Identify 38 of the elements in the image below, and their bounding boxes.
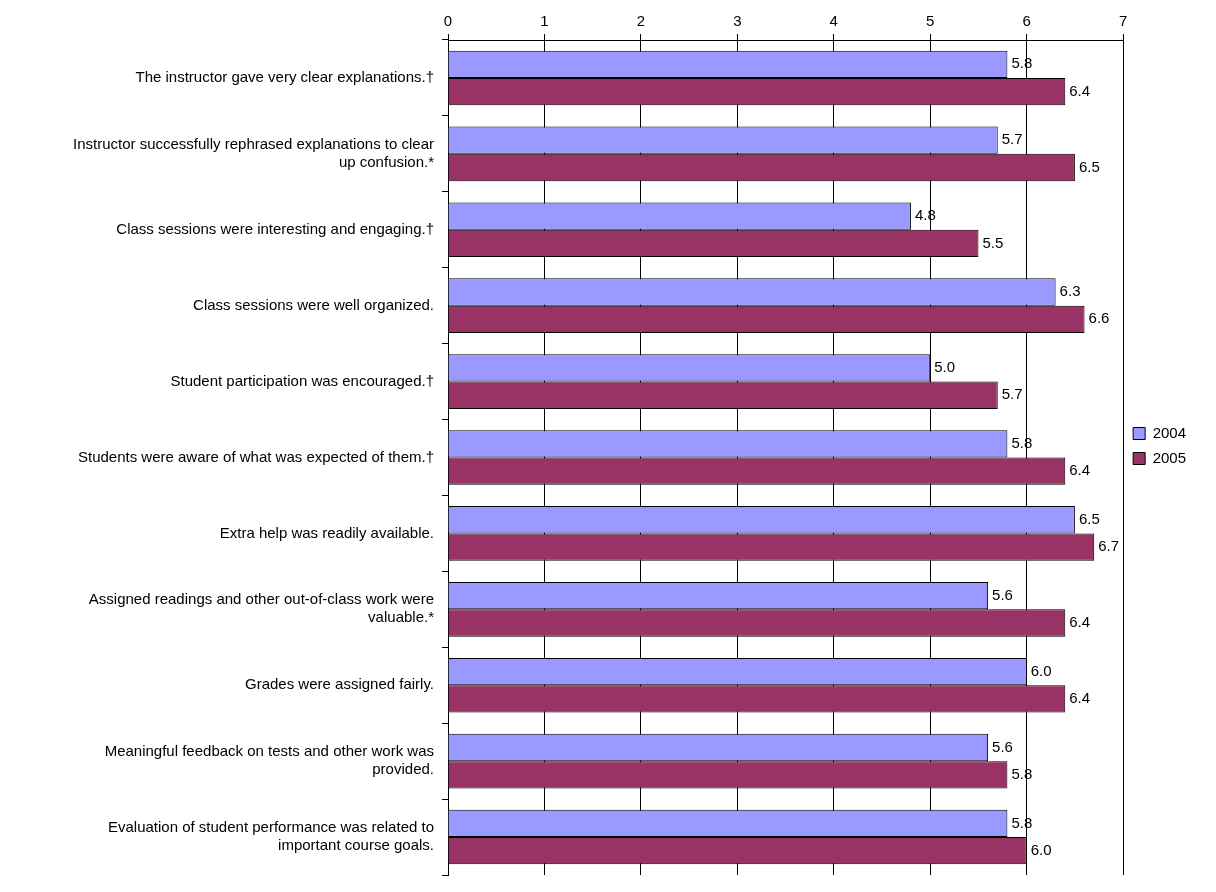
y-tick-label: Evaluation of student performance was related to important course goals. bbox=[107, 818, 434, 854]
data-label: 5.7 bbox=[1001, 385, 1023, 403]
data-label: 6.6 bbox=[1088, 309, 1110, 327]
y-tick-label: Extra help was readily available. bbox=[219, 523, 434, 541]
data-label: 5.5 bbox=[982, 233, 1004, 251]
x-tick-label: 0 bbox=[443, 12, 453, 30]
x-tick-label: 4 bbox=[829, 12, 838, 30]
y-tick-label: The instructor gave very clear explanations.† bbox=[135, 68, 434, 86]
x-tick-label: 7 bbox=[1118, 12, 1128, 30]
x-tick-label: 3 bbox=[733, 12, 742, 30]
data-label: 5.6 bbox=[992, 585, 1013, 603]
y-tick-label: Student participation was encouraged.† bbox=[170, 371, 434, 389]
y-tick-label: Assigned readings and other out-of-class work were valuable.* bbox=[88, 590, 435, 626]
y-tick-label: Class sessions were interesting and engaging.† bbox=[116, 219, 434, 237]
data-label: 6.5 bbox=[1078, 509, 1100, 527]
data-label: 6.7 bbox=[1098, 537, 1120, 555]
data-label: 6.3 bbox=[1059, 282, 1081, 300]
y-tick-label: Instructor successfully rephrased explanations to clear up confusion.* bbox=[72, 135, 435, 170]
x-tick-label: 5 bbox=[926, 12, 935, 30]
data-label: 6.4 bbox=[1069, 461, 1091, 479]
data-label: 5.7 bbox=[1001, 130, 1023, 148]
y-tick-label: Class sessions were well organized. bbox=[193, 295, 434, 313]
data-label: 6.5 bbox=[1078, 157, 1100, 175]
y-tick-label: Grades were assigned fairly. bbox=[245, 675, 434, 693]
data-label: 6.0 bbox=[1030, 840, 1052, 858]
x-tick-label: 2 bbox=[636, 12, 646, 30]
data-label: 6.0 bbox=[1030, 661, 1052, 679]
legend-label: 2005 bbox=[1152, 448, 1187, 466]
data-label: 5.6 bbox=[992, 737, 1013, 755]
x-tick-label: 6 bbox=[1022, 12, 1031, 30]
data-label: 6.4 bbox=[1069, 689, 1091, 707]
legend-label: 2004 bbox=[1152, 423, 1187, 441]
data-label: 6.4 bbox=[1069, 613, 1091, 631]
data-label: 6.4 bbox=[1069, 81, 1091, 99]
y-tick-label: Meaningful feedback on tests and other work was provided. bbox=[104, 742, 434, 778]
data-label: 5.0 bbox=[934, 358, 956, 376]
y-tick-label: Students were aware of what was expected of them.† bbox=[77, 447, 434, 465]
x-tick-label: 1 bbox=[540, 12, 549, 30]
